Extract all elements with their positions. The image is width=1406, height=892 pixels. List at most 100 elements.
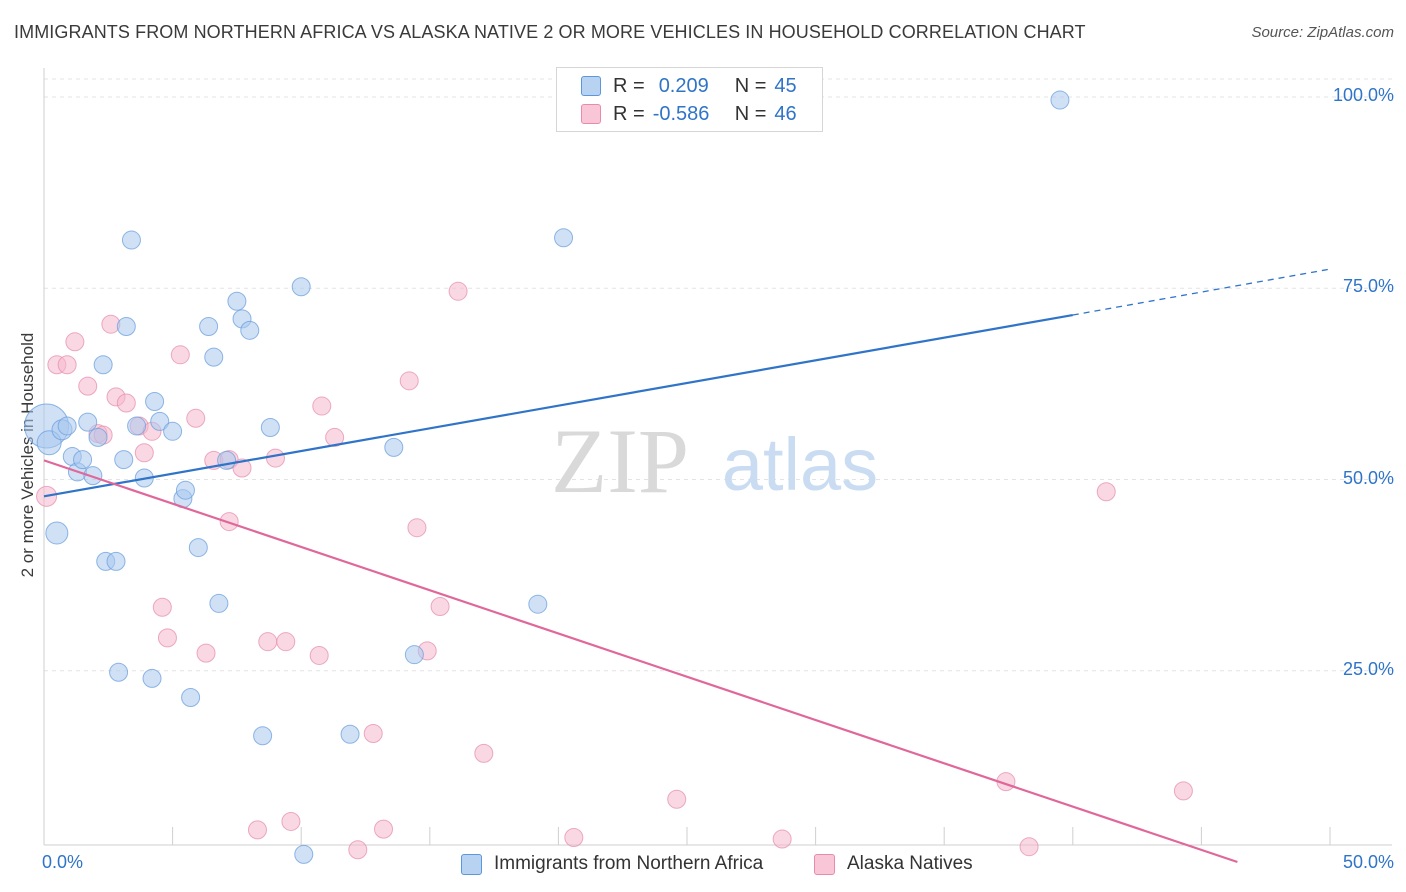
alaska-natives-point — [309, 645, 329, 665]
alaska-natives-point — [363, 723, 383, 743]
bottom-legend-label: Alaska Natives — [847, 853, 973, 874]
alaska-natives-point — [65, 332, 85, 352]
alaska-natives-point — [312, 396, 332, 416]
chart-title: IMMIGRANTS FROM NORTHERN AFRICA VS ALASK… — [14, 22, 1086, 42]
northern-africa-point — [240, 320, 260, 340]
northern-africa-point — [73, 450, 93, 470]
legend-n-label: N = — [734, 74, 767, 97]
alaska-natives-trend-line — [43, 459, 1238, 864]
northern-africa-point — [116, 317, 136, 336]
northern-africa-point — [88, 427, 108, 447]
northern-africa-point — [150, 411, 170, 431]
northern-africa-point — [78, 412, 98, 432]
legend-r-label: R = — [613, 74, 645, 97]
northern-africa-point — [127, 416, 147, 436]
y-tick-label: 50.0% — [1342, 467, 1394, 488]
watermark-zip: ZIP — [551, 410, 689, 512]
alaska-natives-point — [152, 597, 172, 617]
northern-africa-point — [1050, 90, 1070, 110]
alaska-natives-point — [348, 840, 368, 860]
alaska-natives-point — [474, 743, 494, 763]
alaska-natives-point — [116, 393, 136, 413]
alaska-natives-point — [258, 632, 278, 652]
northern-africa-point — [188, 538, 208, 558]
northern-africa-point — [404, 645, 424, 665]
northern-africa-point — [294, 844, 314, 864]
northern-africa-point — [253, 726, 273, 746]
grid-lines — [44, 78, 1392, 672]
northern-africa-point — [106, 551, 126, 571]
legend-r-value: -0.586 — [652, 102, 710, 125]
watermark: ZIP atlas — [551, 410, 878, 512]
y-tick-label: 25.0% — [1342, 658, 1394, 679]
northern-africa-point — [163, 421, 183, 441]
bottom-legend-series2: Alaska Natives — [814, 851, 973, 877]
alaska-natives-point — [1096, 482, 1116, 502]
legend-r-label: R = — [613, 102, 645, 125]
legend-row-series1: R = 0.209 N = 45 — [581, 73, 797, 99]
alaska-natives-point — [232, 458, 252, 478]
bottom-legend-swatch-pink — [814, 853, 835, 875]
alaska-natives-point — [1173, 781, 1193, 801]
alaska-natives-points — [36, 281, 1193, 860]
alaska-natives-point — [772, 829, 792, 849]
northern-africa-point — [227, 291, 247, 311]
x-tick-label-max: 50.0% — [1342, 852, 1394, 872]
northern-africa-point — [291, 277, 311, 297]
alaska-natives-point — [448, 281, 468, 301]
source-label: Source: ZipAtlas.com — [1251, 24, 1394, 41]
alaska-natives-point — [157, 628, 177, 648]
northern-africa-point — [384, 437, 404, 457]
watermark-atlas: atlas — [722, 423, 878, 506]
axes — [43, 68, 1392, 846]
alaska-natives-point — [186, 408, 206, 428]
alaska-natives-point — [57, 355, 77, 375]
northern-africa-point — [93, 355, 113, 375]
northern-africa-point — [57, 416, 77, 436]
bottom-legend-series1: Immigrants from Northern Africa — [461, 851, 763, 877]
legend-swatch-pink — [581, 104, 601, 124]
northern-africa-points — [24, 90, 1070, 864]
correlation-legend: R = 0.209 N = 45 R = -0.586 N = 46 — [556, 67, 823, 132]
alaska-natives-point — [134, 443, 154, 463]
x-tick-label-min: 0.0% — [42, 852, 84, 872]
northern-africa-point — [145, 391, 165, 411]
alaska-natives-point — [430, 596, 450, 616]
alaska-natives-point — [407, 518, 427, 538]
northern-africa-point — [114, 450, 134, 470]
trend-lines — [43, 268, 1331, 864]
northern-africa-point — [528, 594, 548, 614]
northern-africa-point — [121, 230, 141, 250]
y-tick-label: 75.0% — [1342, 276, 1394, 297]
legend-n-label: N = — [734, 102, 767, 125]
northern-africa-point — [340, 724, 360, 744]
bottom-legend-label: Immigrants from Northern Africa — [494, 853, 764, 874]
alaska-natives-point — [196, 643, 216, 663]
alaska-natives-point — [78, 376, 98, 396]
northern-africa-point — [45, 521, 69, 545]
legend-n-value: 46 — [774, 102, 797, 125]
alaska-natives-point — [1019, 837, 1039, 857]
northern-africa-point — [199, 317, 219, 336]
legend-swatch-blue — [581, 76, 601, 96]
northern-africa-point — [554, 228, 574, 248]
legend-n-value: 45 — [774, 74, 797, 97]
alaska-natives-point — [374, 819, 394, 839]
legend-r-value: 0.209 — [658, 74, 709, 97]
alaska-natives-point — [667, 789, 687, 809]
alaska-natives-point — [325, 427, 345, 447]
alaska-natives-point — [564, 828, 584, 848]
bottom-legend-swatch-blue — [461, 853, 482, 875]
northern-africa-trend-extension — [1072, 268, 1331, 316]
alaska-natives-point — [170, 345, 190, 365]
northern-africa-point — [260, 417, 280, 437]
y-tick-label: 100.0% — [1332, 85, 1394, 105]
alaska-natives-point — [281, 811, 301, 831]
northern-africa-point — [109, 662, 129, 682]
northern-africa-point — [217, 450, 237, 470]
northern-africa-point — [175, 480, 195, 500]
alaska-natives-point — [247, 820, 267, 840]
alaska-natives-point — [399, 371, 419, 391]
northern-africa-point — [181, 688, 201, 708]
